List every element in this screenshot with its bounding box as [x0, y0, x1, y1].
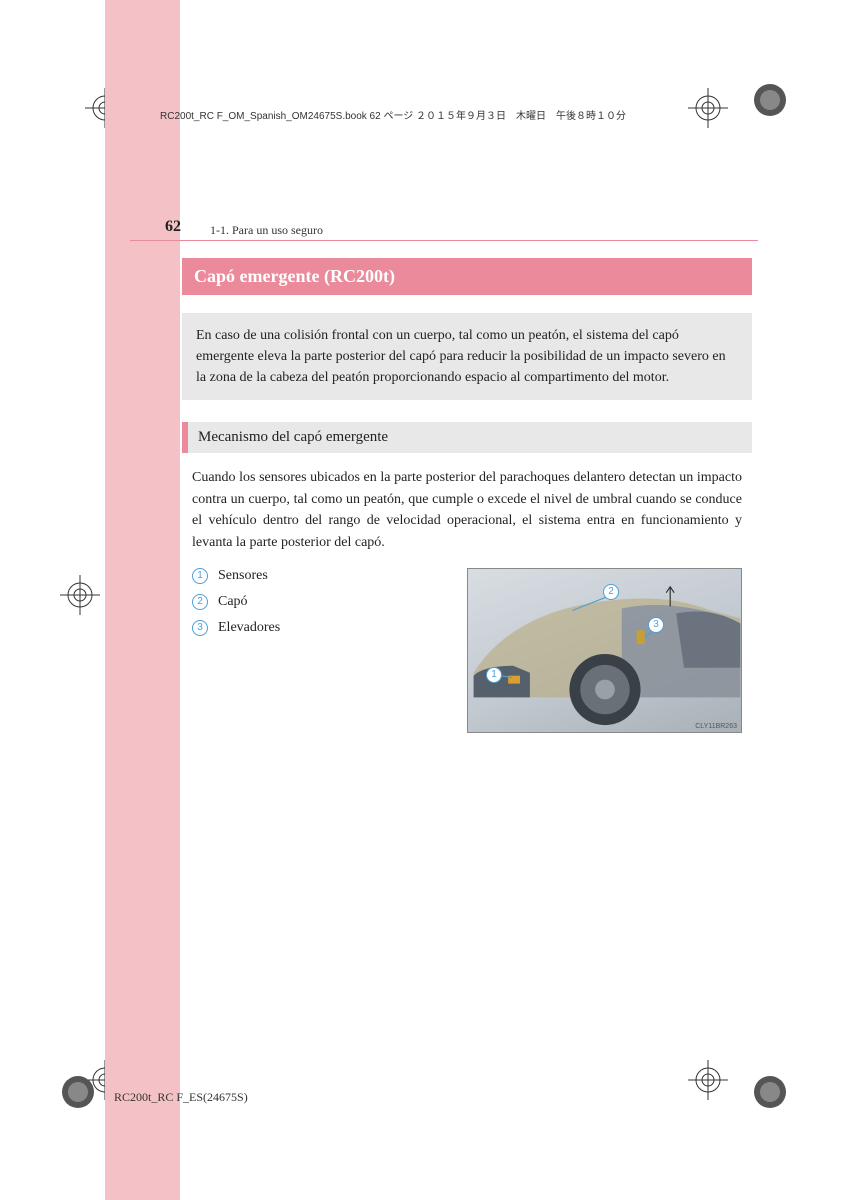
body-paragraph: Cuando los sensores ubicados en la parte…	[182, 467, 752, 554]
section-path: 1-1. Para un uso seguro	[210, 223, 323, 238]
legend-item: 1 Sensores	[192, 568, 467, 584]
book-header-text: RC200t_RC F_OM_Spanish_OM24675S.book 62 …	[160, 107, 626, 122]
legend-item: 3 Elevadores	[192, 620, 467, 636]
registration-mark-icon	[750, 1072, 790, 1112]
diagram-callout: 2	[603, 584, 619, 600]
car-diagram: 1 2 3 CLY11BR263	[467, 568, 742, 733]
subheading: Mecanismo del capó emergente	[182, 422, 752, 453]
registration-mark-icon	[688, 88, 728, 128]
footer-code: RC200t_RC F_ES(24675S)	[114, 1090, 248, 1105]
pink-margin-strip	[105, 0, 180, 1200]
registration-mark-icon	[688, 1060, 728, 1100]
diagram-callout: 1	[486, 667, 502, 683]
legend-item: 2 Capó	[192, 594, 467, 610]
legend-number-icon: 2	[192, 594, 208, 610]
image-code: CLY11BR263	[695, 723, 737, 730]
page-title: Capó emergente (RC200t)	[182, 258, 752, 295]
legend-list: 1 Sensores 2 Capó 3 Elevadores	[192, 568, 467, 733]
registration-mark-icon	[58, 1072, 98, 1112]
legend-number-icon: 3	[192, 620, 208, 636]
intro-box: En caso de una colisión frontal con un c…	[182, 313, 752, 400]
page-number: 62	[165, 218, 181, 236]
content-area: Capó emergente (RC200t) En caso de una c…	[182, 258, 752, 733]
legend-row: 1 Sensores 2 Capó 3 Elevadores	[182, 568, 752, 733]
registration-mark-icon	[60, 575, 100, 615]
legend-label: Elevadores	[218, 620, 280, 636]
legend-label: Sensores	[218, 568, 268, 584]
registration-mark-icon	[750, 80, 790, 120]
legend-number-icon: 1	[192, 568, 208, 584]
diagram-callout: 3	[648, 617, 664, 633]
legend-label: Capó	[218, 594, 248, 610]
diagram-container: 1 2 3 CLY11BR263	[467, 568, 742, 733]
header-rule	[130, 240, 758, 241]
